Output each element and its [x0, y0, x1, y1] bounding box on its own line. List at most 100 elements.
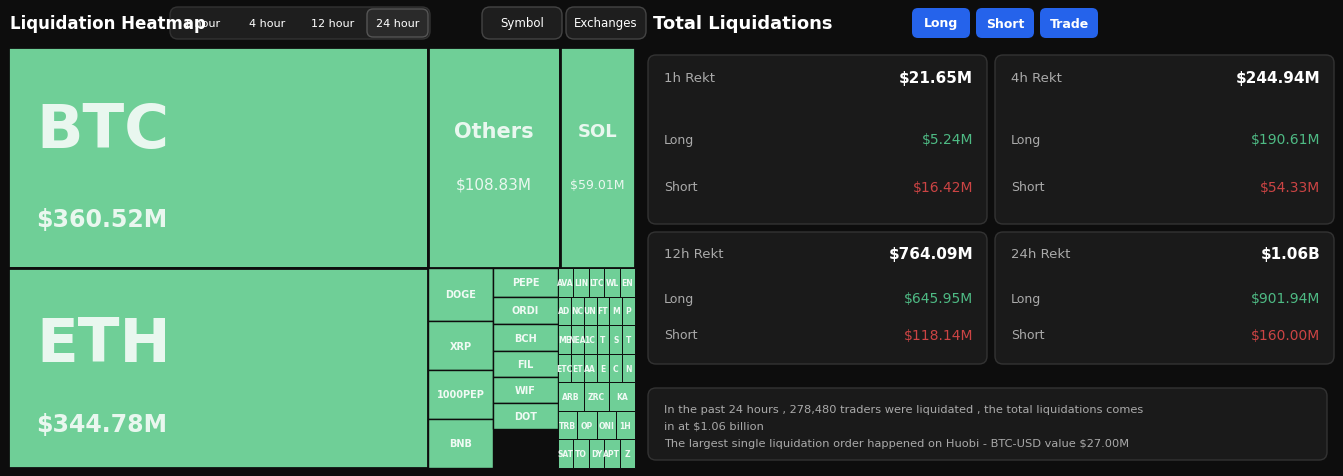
Bar — [571, 326, 584, 354]
Bar — [596, 326, 610, 354]
Text: 4 hour: 4 hour — [250, 19, 286, 29]
Text: BCH: BCH — [514, 333, 537, 343]
Text: $1.06B: $1.06B — [1260, 247, 1320, 262]
Text: ORDI: ORDI — [512, 306, 539, 316]
Text: $344.78M: $344.78M — [36, 412, 167, 436]
Text: 12h Rekt: 12h Rekt — [663, 248, 724, 261]
Text: ONI: ONI — [598, 421, 614, 430]
Text: APT: APT — [603, 449, 620, 458]
FancyBboxPatch shape — [1039, 9, 1099, 39]
FancyBboxPatch shape — [649, 232, 987, 364]
Bar — [557, 326, 571, 354]
Bar — [557, 411, 577, 439]
Text: Long: Long — [1011, 292, 1041, 305]
Bar — [610, 326, 622, 354]
Bar — [596, 297, 610, 326]
Text: $118.14M: $118.14M — [904, 328, 972, 342]
Text: 4h Rekt: 4h Rekt — [1011, 71, 1062, 84]
Bar — [571, 354, 584, 383]
Text: ARB: ARB — [563, 392, 580, 401]
Bar — [571, 297, 584, 326]
Text: LTC: LTC — [590, 278, 604, 287]
Text: Others: Others — [454, 122, 533, 142]
Text: TO: TO — [575, 449, 587, 458]
Text: M: M — [612, 307, 619, 316]
Text: BNB: BNB — [449, 438, 471, 448]
Bar — [428, 370, 493, 419]
Bar — [493, 324, 557, 351]
Bar — [557, 297, 571, 326]
Text: XRP: XRP — [450, 341, 471, 351]
Bar — [622, 326, 635, 354]
Text: BTC: BTC — [36, 102, 169, 161]
Text: SOL: SOL — [577, 123, 618, 141]
Bar — [619, 439, 635, 468]
Bar — [610, 354, 622, 383]
Bar — [493, 351, 557, 377]
Text: NEA: NEA — [568, 335, 586, 344]
FancyBboxPatch shape — [649, 56, 987, 225]
Text: Short: Short — [986, 18, 1025, 30]
Text: $190.61M: $190.61M — [1250, 133, 1320, 147]
Text: $16.42M: $16.42M — [912, 180, 972, 194]
Bar — [428, 268, 493, 321]
Text: Symbol: Symbol — [500, 18, 544, 30]
Text: S: S — [612, 335, 618, 344]
Text: $901.94M: $901.94M — [1250, 291, 1320, 306]
Text: OP: OP — [580, 421, 594, 430]
Text: DOGE: DOGE — [445, 290, 475, 300]
Text: ET: ET — [572, 364, 583, 373]
Text: Exchanges: Exchanges — [575, 18, 638, 30]
Text: 1C: 1C — [584, 335, 595, 344]
Text: $108.83M: $108.83M — [457, 177, 532, 192]
Text: NC: NC — [571, 307, 583, 316]
Bar — [557, 383, 584, 411]
Text: SAT: SAT — [557, 449, 573, 458]
Text: T: T — [626, 335, 631, 344]
Text: in at $1.06 billion: in at $1.06 billion — [663, 421, 764, 431]
Bar — [8, 48, 428, 268]
Text: Long: Long — [663, 134, 694, 147]
Text: ZRC: ZRC — [588, 392, 606, 401]
Text: WL: WL — [606, 278, 619, 287]
Bar — [557, 268, 573, 297]
Text: ETH: ETH — [36, 315, 171, 374]
Text: Long: Long — [1011, 134, 1041, 147]
Bar — [573, 268, 588, 297]
Text: AD: AD — [559, 307, 571, 316]
Bar — [493, 403, 557, 429]
Text: Trade: Trade — [1049, 18, 1089, 30]
Text: Short: Short — [663, 181, 697, 194]
Text: PEPE: PEPE — [512, 278, 540, 288]
Text: Short: Short — [1011, 329, 1045, 342]
Bar — [573, 439, 588, 468]
Bar — [584, 383, 610, 411]
Bar — [619, 268, 635, 297]
Text: Short: Short — [663, 329, 697, 342]
Text: 12 hour: 12 hour — [310, 19, 355, 29]
FancyBboxPatch shape — [995, 232, 1334, 364]
Text: $645.95M: $645.95M — [904, 291, 972, 306]
Text: ETC: ETC — [556, 364, 572, 373]
Text: $244.94M: $244.94M — [1236, 70, 1320, 85]
Text: DY: DY — [591, 449, 602, 458]
Text: FT: FT — [598, 307, 608, 316]
Text: TRB: TRB — [559, 421, 576, 430]
Bar — [622, 297, 635, 326]
Bar — [428, 419, 493, 468]
Bar — [584, 297, 596, 326]
Text: Total Liquidations: Total Liquidations — [653, 15, 833, 33]
Text: 24 hour: 24 hour — [376, 19, 419, 29]
Bar — [493, 268, 557, 298]
FancyBboxPatch shape — [976, 9, 1034, 39]
Text: N: N — [626, 364, 631, 373]
Text: KA: KA — [616, 392, 629, 401]
Bar — [557, 354, 571, 383]
Text: C: C — [612, 364, 619, 373]
Text: WIF: WIF — [516, 385, 536, 395]
Text: 24h Rekt: 24h Rekt — [1011, 248, 1070, 261]
Bar — [604, 439, 619, 468]
Text: P: P — [626, 307, 631, 316]
Text: $59.01M: $59.01M — [571, 178, 624, 191]
Text: $54.33M: $54.33M — [1260, 180, 1320, 194]
